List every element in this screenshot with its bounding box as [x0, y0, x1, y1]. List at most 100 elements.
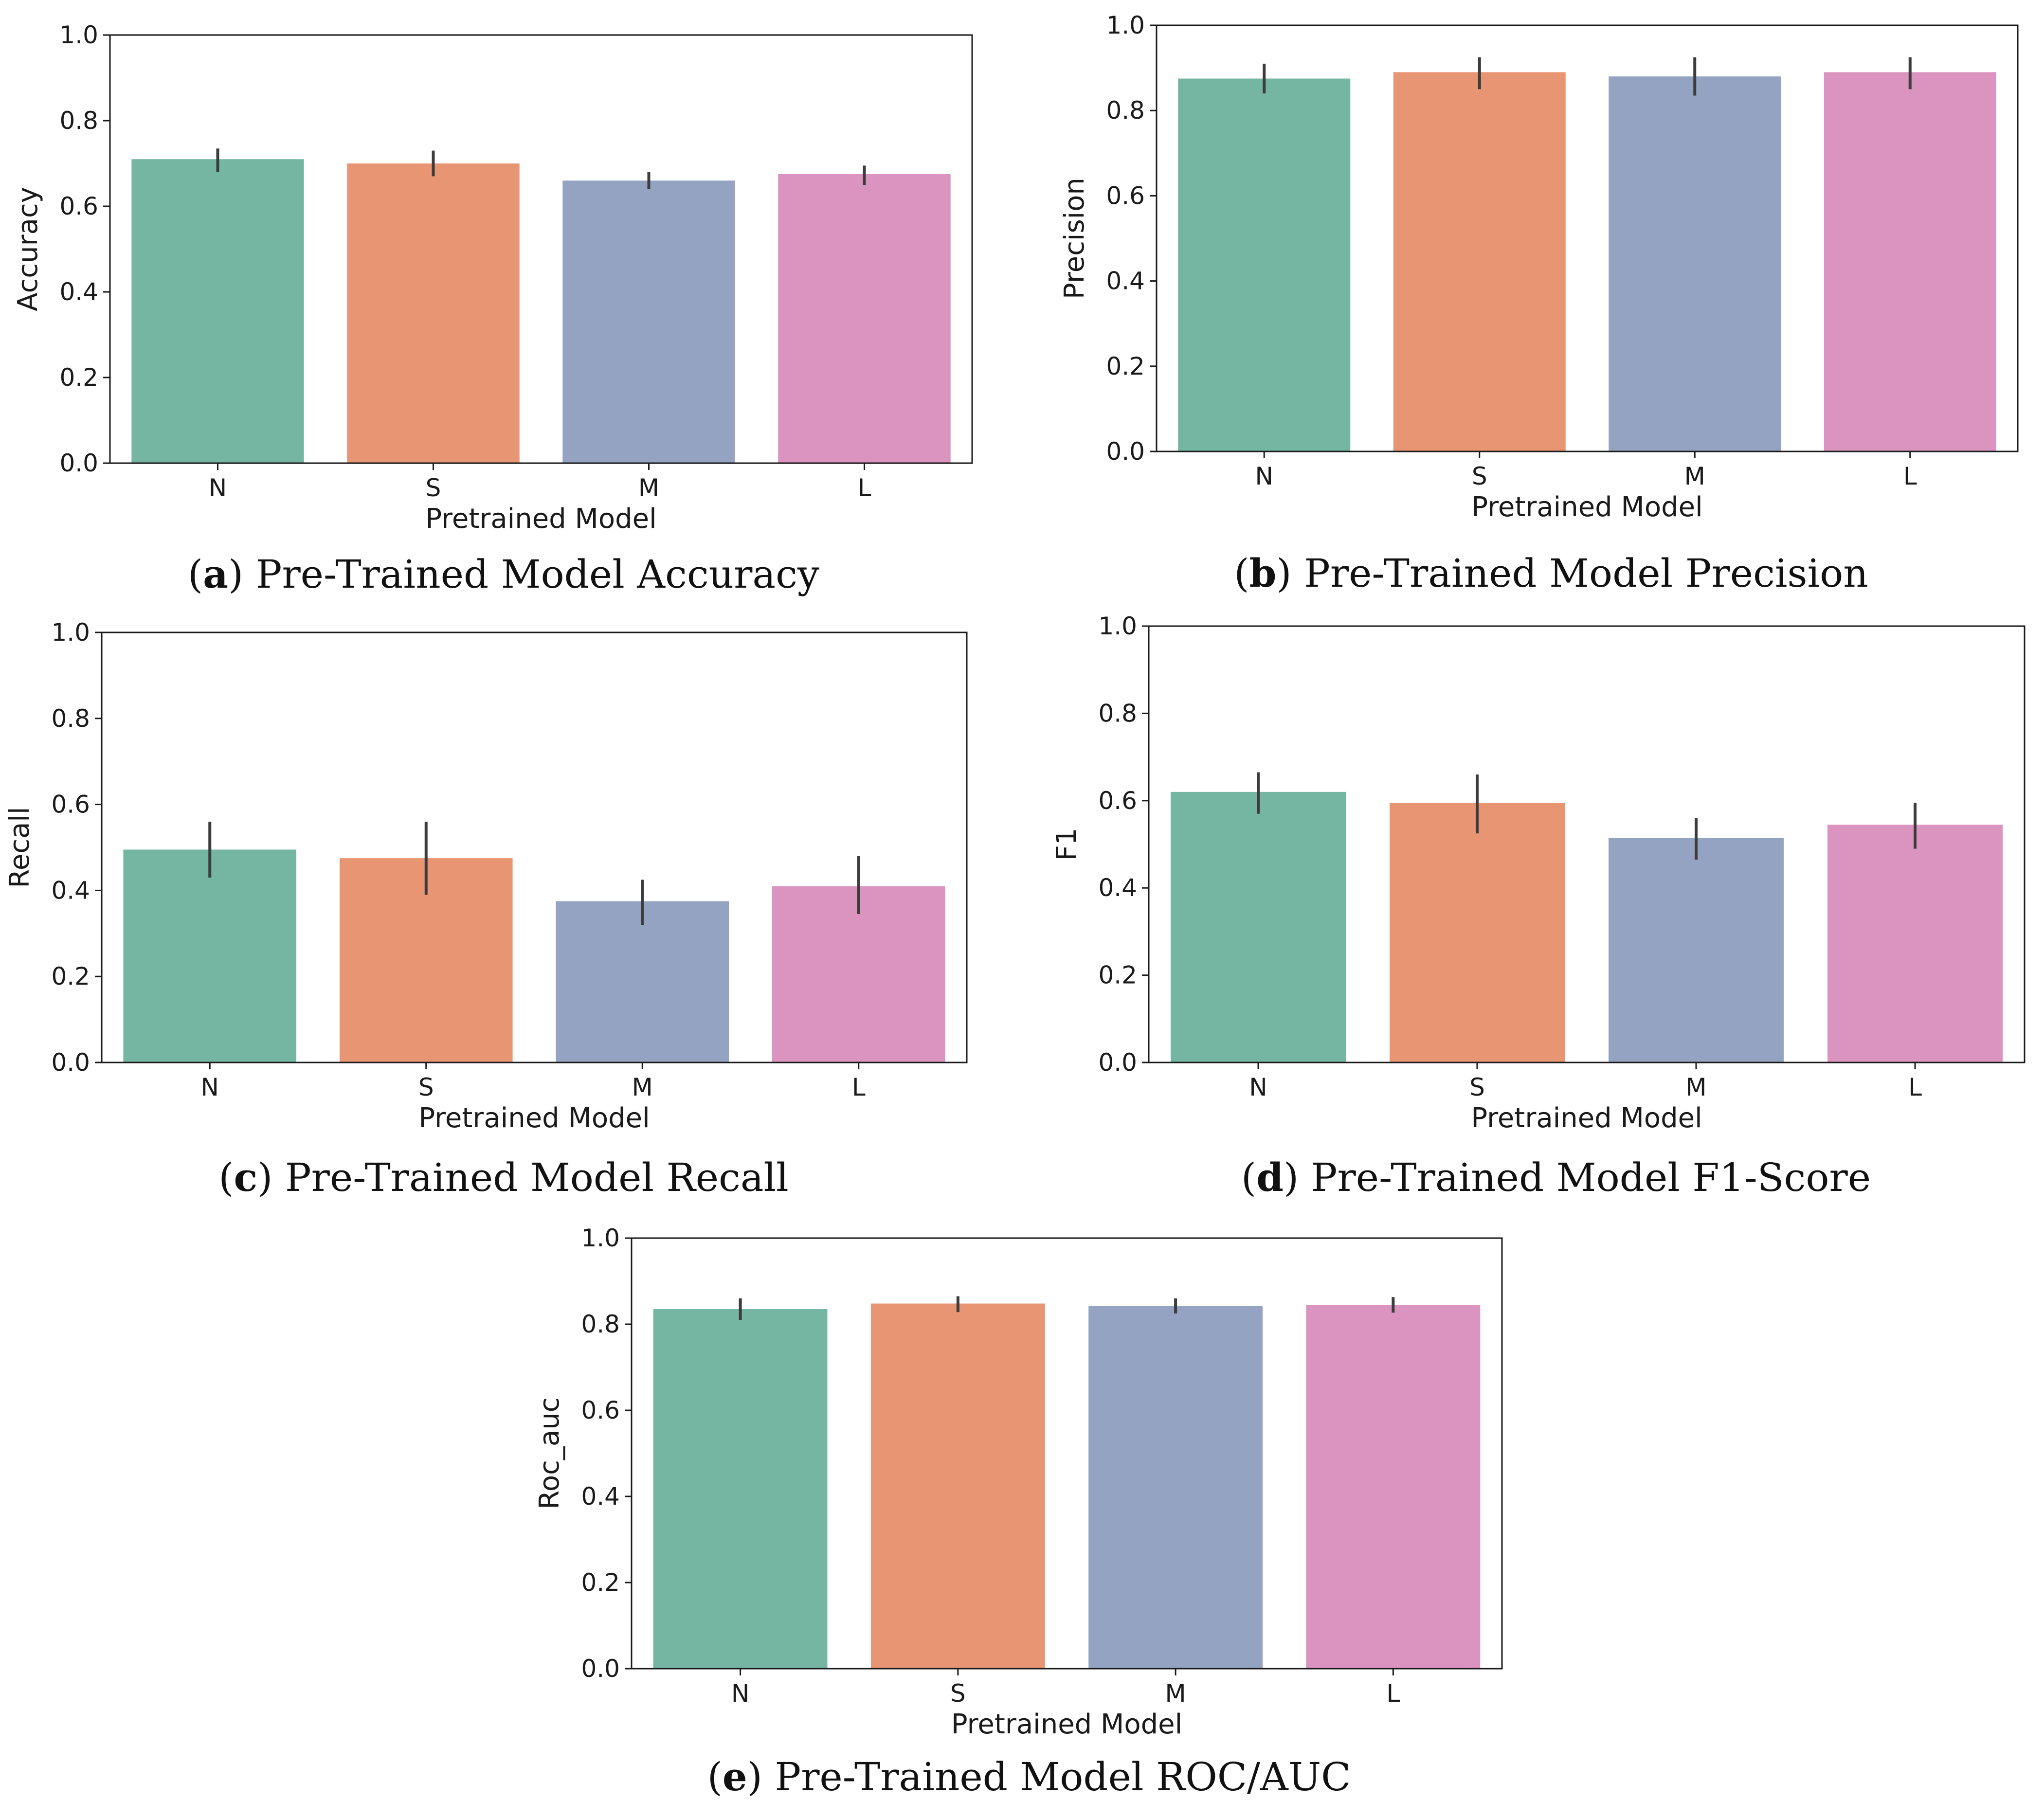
- caption-letter-d: d: [1256, 1154, 1284, 1200]
- bar-b-s: [1393, 72, 1566, 452]
- panel-d: 0.0 0.2 0.4 0.6 0.8 1.0 N S M L F1 Pretrained Mo…: [1051, 612, 2026, 1200]
- bar-e-m: [1088, 1306, 1263, 1669]
- errorbar-group-c: [208, 821, 860, 925]
- panel-a: 0.0 0.2 0.4 0.6 0.8 1.0 N S M L Accuracy Pretrai…: [12, 21, 973, 597]
- bar-a-m: [562, 180, 735, 463]
- x-axis-label-a: Pretrained Model: [425, 503, 656, 535]
- y-axis-label-a: Accuracy: [12, 187, 44, 311]
- caption-letter-c: c: [234, 1154, 257, 1200]
- y-tick-label-d-1: 0.2: [1098, 961, 1137, 990]
- caption-letter-b: b: [1249, 550, 1276, 596]
- y-axis-label-e: Roc_auc: [534, 1397, 565, 1509]
- caption-text-b: Pre-Trained Model Precision: [1304, 551, 1868, 596]
- plot-frame-a: [109, 34, 973, 464]
- y-axis-e: 0.0 0.2 0.4 0.6 0.8 1.0: [581, 1224, 632, 1683]
- x-tick-label-c-n: N: [201, 1073, 219, 1101]
- x-tick-label-e-s: S: [950, 1679, 966, 1708]
- x-axis-label-c: Pretrained Model: [418, 1102, 650, 1134]
- y-axis-c: 0.0 0.2 0.4 0.6 0.8 1.0: [51, 618, 102, 1077]
- bar-group-e: [653, 1303, 1481, 1669]
- bar-d-s: [1390, 803, 1565, 1062]
- y-tick-label-e-3: 0.6: [581, 1396, 620, 1424]
- bar-group-a: [131, 159, 951, 463]
- x-tick-label-d-l: L: [1908, 1073, 1922, 1101]
- y-axis-d: 0.0 0.2 0.4 0.6 0.8 1.0: [1098, 612, 1149, 1077]
- panel-e: 0.0 0.2 0.4 0.6 0.8 1.0 N S M L Roc_auc Pretrain…: [534, 1224, 1503, 1800]
- bar-e-s: [870, 1303, 1045, 1669]
- caption-text-e: Pre-Trained Model ROC/AUC: [775, 1754, 1351, 1800]
- x-tick-label-c-m: M: [632, 1073, 653, 1101]
- y-tick-label-a-1: 0.2: [59, 363, 98, 392]
- y-axis-a: 0.0 0.2 0.4 0.6 0.8 1.0: [59, 21, 110, 477]
- x-axis-label-e: Pretrained Model: [951, 1709, 1182, 1740]
- x-tick-label-e-n: N: [731, 1679, 749, 1708]
- bar-group-b: [1178, 72, 1996, 452]
- y-tick-label-d-5: 1.0: [1098, 612, 1137, 640]
- bar-b-n: [1178, 78, 1351, 451]
- x-axis-label-d: Pretrained Model: [1471, 1102, 1702, 1134]
- bar-d-l: [1827, 825, 2003, 1062]
- caption-text-a: Pre-Trained Model Accuracy: [256, 552, 819, 597]
- y-tick-label-a-5: 1.0: [59, 21, 98, 49]
- y-tick-label-c-2: 0.4: [51, 876, 90, 904]
- caption-a: (a) Pre-Trained Model Accuracy: [188, 551, 819, 597]
- y-tick-label-c-3: 0.6: [51, 791, 90, 819]
- y-tick-label-c-5: 1.0: [51, 618, 90, 647]
- errorbar-group-b: [1263, 57, 1912, 96]
- caption-text-d: Pre-Trained Model F1-Score: [1311, 1155, 1871, 1200]
- x-tick-label-a-m: M: [638, 474, 659, 502]
- x-tick-label-b-l: L: [1903, 462, 1917, 490]
- caption-text-c: Pre-Trained Model Recall: [285, 1155, 789, 1200]
- x-tick-label-a-s: S: [426, 474, 441, 502]
- x-tick-label-d-n: N: [1249, 1073, 1267, 1101]
- y-tick-label-a-2: 0.4: [59, 278, 98, 306]
- caption-b: (b) Pre-Trained Model Precision: [1234, 550, 1868, 596]
- bar-a-l: [778, 174, 951, 463]
- y-tick-label-a-4: 0.8: [59, 107, 98, 135]
- y-tick-label-a-0: 0.0: [59, 449, 98, 477]
- bar-a-s: [347, 163, 520, 463]
- caption-letter-a: a: [203, 551, 228, 597]
- y-axis-b: 0.0 0.2 0.4 0.6 0.8 1.0: [1106, 11, 1157, 466]
- panel-c: 0.0 0.2 0.4 0.6 0.8 1.0 N S M L Recall Pretraine…: [4, 618, 968, 1200]
- plot-frame-d: [1148, 625, 2026, 1063]
- y-tick-label-d-0: 0.0: [1098, 1048, 1137, 1077]
- bar-group-d: [1171, 792, 2003, 1062]
- errorbar-group-e: [739, 1296, 1395, 1320]
- plot-frame-c: [101, 631, 968, 1063]
- panel-b: 0.0 0.2 0.4 0.6 0.8 1.0 N S M L Precision Pretra…: [1059, 11, 2019, 596]
- caption-c: (c) Pre-Trained Model Recall: [218, 1154, 788, 1200]
- y-tick-label-b-4: 0.8: [1106, 96, 1145, 125]
- y-tick-label-c-1: 0.2: [51, 962, 90, 990]
- bar-c-n: [123, 849, 297, 1062]
- y-axis-label-b: Precision: [1059, 178, 1090, 299]
- bar-b-l: [1824, 72, 1996, 452]
- bar-group-c: [123, 849, 945, 1062]
- bar-e-l: [1306, 1305, 1481, 1669]
- y-tick-label-b-0: 0.0: [1106, 437, 1145, 466]
- y-tick-label-d-4: 0.8: [1098, 699, 1137, 727]
- errorbar-group-d: [1257, 772, 1917, 860]
- y-tick-label-e-2: 0.4: [581, 1482, 620, 1511]
- y-tick-label-c-4: 0.8: [51, 704, 90, 733]
- y-tick-label-a-3: 0.6: [59, 192, 98, 220]
- plot-frame-b: [1156, 24, 2019, 452]
- y-tick-label-c-0: 0.0: [51, 1048, 90, 1077]
- x-tick-label-c-l: L: [852, 1073, 866, 1101]
- y-tick-label-e-1: 0.2: [581, 1568, 620, 1597]
- y-tick-label-b-1: 0.2: [1106, 352, 1145, 380]
- caption-e: (e) Pre-Trained Model ROC/AUC: [707, 1754, 1351, 1800]
- x-axis-label-b: Pretrained Model: [1471, 491, 1702, 523]
- x-tick-label-d-s: S: [1469, 1073, 1485, 1101]
- x-tick-label-b-m: M: [1684, 462, 1705, 490]
- x-tick-label-a-l: L: [858, 474, 871, 502]
- x-tick-label-b-n: N: [1255, 462, 1273, 490]
- bar-c-m: [556, 901, 729, 1062]
- bar-a-n: [131, 159, 304, 463]
- x-tick-label-e-l: L: [1386, 1679, 1400, 1708]
- x-tick-label-b-s: S: [1472, 462, 1487, 490]
